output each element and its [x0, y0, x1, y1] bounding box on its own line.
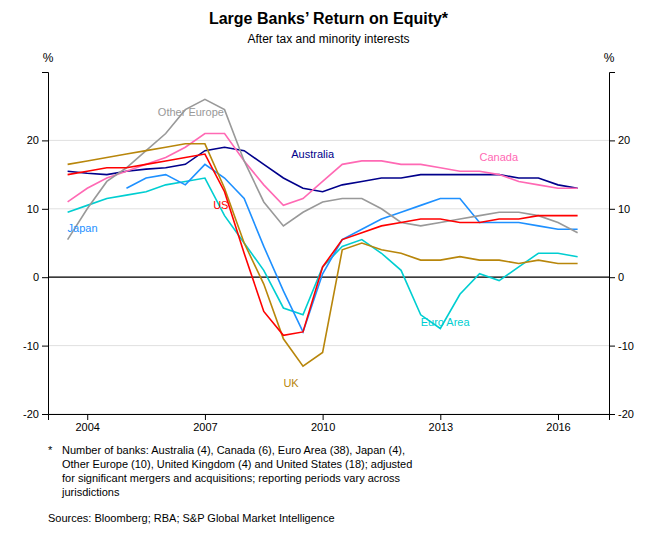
y-tick: 10: [27, 203, 48, 215]
x-tick: 2013: [429, 414, 453, 433]
y-tick-mark: [42, 209, 48, 210]
y2-tick-label: 20: [618, 134, 630, 146]
y-tick-label: 0: [33, 271, 39, 283]
x-axis-line: [49, 415, 610, 421]
subtitle: After tax and minority interests: [247, 32, 409, 46]
x-tick: 2010: [311, 414, 335, 433]
footnote-line: jurisdictions: [61, 486, 120, 498]
y2-axis-label: %: [604, 51, 615, 65]
y2-tick-label: -10: [618, 340, 634, 352]
x-tick: 2007: [193, 414, 217, 433]
x-tick-label: 2007: [193, 421, 217, 433]
y2-tick-mark: [609, 414, 615, 415]
grid-line: [48, 345, 609, 346]
x-tick-mark: [205, 414, 206, 420]
y-tick-label: -10: [23, 340, 39, 352]
annotation: Australia: [291, 148, 335, 160]
y-tick: 20: [27, 134, 48, 146]
y-tick: 0: [33, 271, 48, 283]
y2-tick-mark: [609, 209, 615, 210]
chart: 2004 2007 2010 2013 2016 -20 -10 0 10 20 -20 -10 0 10…: [0, 0, 657, 539]
sources: Sources: Bloomberg; RBA; S&P Global Mark…: [48, 512, 335, 524]
series-line: [68, 134, 578, 206]
series-line: [68, 147, 578, 191]
y-tick: -20: [23, 408, 48, 420]
zero-line: [48, 277, 609, 278]
grid-line: [48, 208, 609, 209]
y2-axis: -20 -10 0 10 20: [609, 73, 634, 421]
annotations: Other Europe Australia Canada Euro Area Japa…: [68, 106, 519, 390]
footnote-line: Other Europe (10), United Kingdom (4) an…: [62, 458, 412, 470]
y-axis-line: [42, 73, 49, 415]
series-line: [68, 154, 578, 335]
x-tick-label: 2013: [429, 421, 453, 433]
y2-tick-label: -20: [618, 408, 634, 420]
y-tick-label: -20: [23, 408, 39, 420]
y-axis-label: %: [43, 51, 54, 65]
y2-tick-label: 10: [618, 203, 630, 215]
y2-axis-line: [610, 73, 616, 415]
plot-area: [68, 99, 578, 366]
y2-tick: 10: [609, 203, 630, 215]
grid-line: [48, 140, 609, 141]
footnote-line: Number of banks: Australia (4), Canada (…: [62, 444, 405, 456]
annotation: Canada: [480, 151, 519, 163]
y2-tick-mark: [609, 346, 615, 347]
x-tick-label: 2016: [546, 421, 570, 433]
series-line: [126, 164, 577, 332]
y-tick-mark: [42, 414, 48, 415]
annotation: Euro Area: [421, 316, 471, 328]
grid-line: [48, 277, 609, 278]
y-tick-mark: [42, 277, 48, 278]
x-tick-mark: [558, 414, 559, 420]
y-tick-label: 20: [27, 134, 39, 146]
y-tick: -10: [23, 340, 48, 352]
title: Large Banks’ Return on Equity*: [209, 10, 449, 27]
annotation: UK: [283, 377, 299, 389]
x-tick: 2004: [75, 414, 99, 433]
x-tick-label: 2004: [75, 421, 99, 433]
annotation: Other Europe: [158, 106, 224, 118]
y-tick-label: 10: [27, 203, 39, 215]
y2-tick: 20: [609, 134, 630, 146]
y-tick-mark: [42, 346, 48, 347]
y2-tick: -10: [609, 340, 634, 352]
y2-tick-label: 0: [618, 271, 624, 283]
annotation: Japan: [68, 222, 98, 234]
x-tick-mark: [87, 414, 88, 420]
footnote: Number of banks: Australia (4), Canada (…: [61, 444, 412, 498]
series-line: [68, 144, 578, 366]
footnote-line: for significant mergers and acquisitions…: [62, 472, 401, 484]
y2-tick-mark: [609, 140, 615, 141]
y2-tick: 0: [609, 271, 624, 283]
x-tick-label: 2010: [311, 421, 335, 433]
y-tick-mark: [42, 140, 48, 141]
y2-tick: -20: [609, 408, 634, 420]
y2-tick-mark: [609, 277, 615, 278]
x-tick: 2016: [546, 414, 570, 433]
x-axis: 2004 2007 2010 2013 2016: [49, 414, 610, 433]
y-axis: -20 -10 0 10 20: [23, 73, 48, 421]
x-tick-mark: [440, 414, 441, 420]
series-line: [68, 178, 578, 328]
grid: [48, 140, 609, 414]
annotation: US: [213, 199, 228, 211]
footnote-marker: *: [48, 444, 53, 456]
x-tick-mark: [323, 414, 324, 420]
